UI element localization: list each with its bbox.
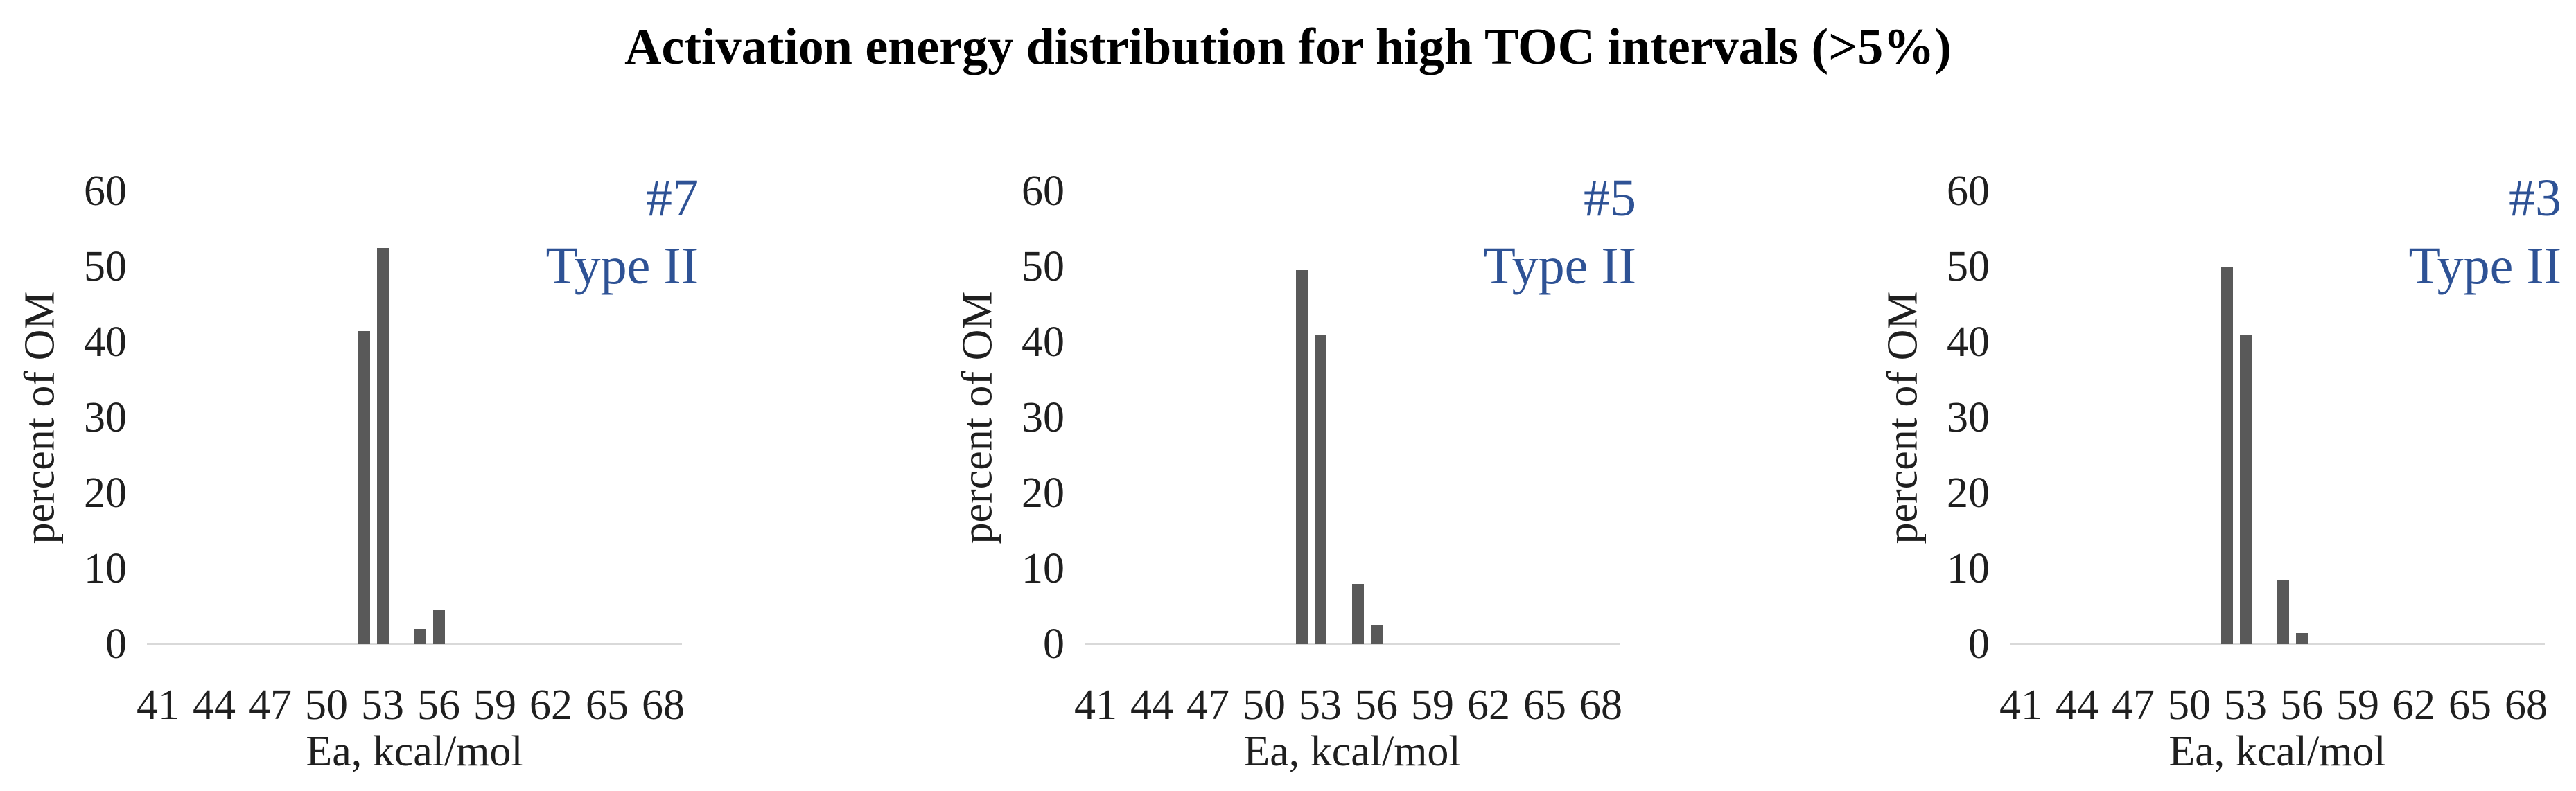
bar-ea-56 [2295, 632, 2308, 644]
y-tick-label: 40 [1947, 319, 1990, 366]
chart-panel-sample-3: 0 10 20 30 40 50 60 41 44 47 50 53 56 59 62 65 68 percen… [1719, 0, 2576, 791]
y-tick-label: 50 [1022, 243, 1064, 290]
x-tick-label: 47 [2112, 682, 2155, 729]
y-tick-label: 0 [105, 621, 127, 668]
chart-panel-sample-5: 0 10 20 30 40 50 60 41 44 47 50 53 56 59 62 65 68 percen… [859, 0, 1717, 791]
x-axis-title: Ea, kcal/mol [306, 728, 523, 775]
y-tick-label: 40 [84, 319, 127, 366]
x-tick-label: 59 [473, 682, 516, 729]
x-tick-label: 62 [529, 682, 572, 729]
y-axis-title: percent of OM [16, 291, 64, 544]
kerogen-type-label: Type II [545, 237, 699, 295]
bar-ea-55 [2277, 580, 2289, 644]
y-tick-label: 40 [1022, 319, 1064, 366]
y-tick-label: 20 [1947, 470, 1990, 517]
y-axis-title: percent of OM [954, 291, 1001, 544]
x-tick-label: 56 [1355, 682, 1398, 729]
x-tick-label: 47 [249, 682, 292, 729]
panel-annotation: #7 Type II [213, 172, 699, 292]
bar-ea-52 [1295, 270, 1308, 644]
x-tick-label: 41 [1074, 682, 1117, 729]
x-tick-label: 53 [2224, 682, 2267, 729]
x-tick-label: 68 [1579, 682, 1622, 729]
y-tick-label: 30 [1022, 394, 1064, 441]
x-tick-label: 62 [1467, 682, 1510, 729]
y-tick-label: 20 [84, 470, 127, 517]
panel-annotation: #5 Type II [1151, 172, 1636, 292]
y-tick-label: 0 [1043, 621, 1064, 668]
x-tick-label: 53 [1299, 682, 1342, 729]
x-tick-label: 47 [1186, 682, 1229, 729]
panel-annotation: #3 Type II [2076, 172, 2561, 292]
x-tick-label: 59 [2336, 682, 2379, 729]
x-tick-label: 50 [2168, 682, 2211, 729]
x-tick-label: 65 [586, 682, 629, 729]
bar-ea-56 [1370, 625, 1383, 644]
y-tick-label: 30 [1947, 394, 1990, 441]
x-tick-label: 62 [2392, 682, 2435, 729]
sample-label: #3 [2509, 169, 2561, 227]
y-axis-title: percent of OM [1879, 291, 1927, 544]
x-tick-label: 50 [1243, 682, 1286, 729]
kerogen-type-label: Type II [1483, 237, 1636, 295]
y-tick-label: 10 [1947, 545, 1990, 592]
plot-area: 0 10 20 30 40 50 60 41 44 47 50 53 56 59 62 65 68 [0, 0, 857, 791]
plot-area: 0 10 20 30 40 50 60 41 44 47 50 53 56 59 62 65 68 [1719, 0, 2576, 791]
y-tick-label: 10 [84, 545, 127, 592]
x-axis-title: Ea, kcal/mol [2168, 728, 2386, 775]
bar-ea-53 [376, 247, 389, 644]
x-tick-label: 56 [417, 682, 460, 729]
y-tick-label: 50 [84, 243, 127, 290]
y-tick-label: 10 [1022, 545, 1064, 592]
bar-ea-56 [432, 610, 445, 644]
x-tick-label: 65 [2448, 682, 2491, 729]
figure-title: Activation energy distribution for high … [624, 19, 1952, 75]
kerogen-type-label: Type II [2408, 237, 2561, 295]
y-tick-label: 60 [1022, 168, 1064, 215]
x-tick-label: 44 [1130, 682, 1173, 729]
bar-ea-53 [1314, 335, 1326, 644]
x-tick-label: 50 [305, 682, 348, 729]
x-tick-label: 44 [2056, 682, 2099, 729]
x-tick-label: 68 [2505, 682, 2548, 729]
bar-ea-52 [2220, 267, 2233, 644]
x-axis-title: Ea, kcal/mol [1243, 728, 1461, 775]
x-tick-label: 41 [137, 682, 179, 729]
chart-panel-sample-7: 0 10 20 30 40 50 60 41 44 47 50 53 56 59 62 65 68 percen… [0, 0, 857, 791]
x-tick-label: 59 [1411, 682, 1454, 729]
bar-ea-52 [358, 330, 370, 644]
y-tick-label: 50 [1947, 243, 1990, 290]
x-tick-label: 53 [361, 682, 404, 729]
x-tick-label: 68 [642, 682, 685, 729]
x-tick-label: 44 [193, 682, 236, 729]
y-tick-label: 30 [84, 394, 127, 441]
bar-ea-53 [2239, 335, 2252, 644]
y-tick-label: 20 [1022, 470, 1064, 517]
y-tick-label: 0 [1968, 621, 1990, 668]
x-tick-label: 65 [1523, 682, 1566, 729]
sample-label: #5 [1584, 169, 1636, 227]
x-tick-label: 56 [2280, 682, 2323, 729]
bar-ea-55 [414, 629, 426, 644]
x-tick-label: 41 [1999, 682, 2042, 729]
y-tick-label: 60 [1947, 168, 1990, 215]
y-tick-label: 60 [84, 168, 127, 215]
plot-area: 0 10 20 30 40 50 60 41 44 47 50 53 56 59 62 65 68 [859, 0, 1717, 791]
bar-ea-55 [1351, 583, 1364, 644]
sample-label: #7 [646, 169, 699, 227]
